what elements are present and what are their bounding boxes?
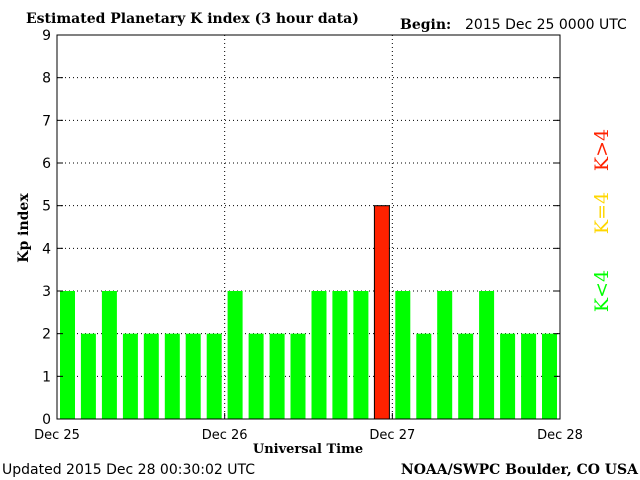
y-tick-label: 6 — [42, 156, 51, 172]
x-axis-title: Universal Time — [253, 442, 363, 457]
updated-text: Updated 2015 Dec 28 00:30:02 UTC — [2, 462, 255, 478]
x-tick-label: Dec 27 — [369, 428, 415, 443]
x-tick-label: Dec 28 — [537, 428, 583, 443]
y-tick-label: 3 — [42, 284, 51, 300]
kp-bar — [416, 333, 432, 419]
y-tick-label: 0 — [42, 412, 51, 428]
y-tick-label: 5 — [42, 199, 51, 215]
chart-title: Estimated Planetary K index (3 hour data… — [26, 11, 359, 27]
kp-bar — [395, 291, 411, 419]
kp-bar — [80, 333, 96, 419]
y-tick-label: 9 — [42, 28, 51, 44]
kp-bar — [500, 333, 516, 419]
kp-bar — [542, 333, 557, 419]
begin-value: 2015 Dec 25 0000 UTC — [465, 17, 627, 33]
kp-bar — [248, 333, 264, 419]
kp-bar — [290, 333, 306, 419]
kp-bar — [101, 291, 117, 419]
kp-bar — [458, 333, 474, 419]
x-tick-label: Dec 25 — [34, 428, 80, 443]
kp-bar — [437, 291, 453, 419]
kp-bar — [521, 333, 537, 419]
begin-label: Begin: — [400, 17, 451, 33]
y-tick-label: 7 — [42, 113, 51, 129]
y-tick-label: 4 — [42, 241, 51, 257]
y-tick-label: 8 — [42, 71, 51, 87]
kp-bar — [374, 205, 390, 419]
kp-bar — [311, 291, 327, 419]
y-tick-label: 1 — [42, 369, 51, 385]
kp-bar — [122, 333, 138, 419]
legend-entry: K<4 — [591, 270, 613, 312]
kp-bar — [269, 333, 285, 419]
kp-bar — [143, 333, 159, 419]
kp-bar — [353, 291, 369, 419]
kp-bar — [227, 291, 243, 419]
kp-bar — [332, 291, 348, 419]
kp-bar — [60, 291, 75, 419]
x-tick-label: Dec 26 — [202, 428, 248, 443]
y-tick-label: 2 — [42, 327, 51, 343]
kp-bar — [185, 333, 201, 419]
plot-area: 0 1 2 3 4 5 6 7 8 9 Dec 25 Dec 26 Dec 27 Dec 28 — [34, 28, 583, 443]
plot-frame — [56, 34, 561, 420]
kp-bar — [206, 333, 222, 419]
legend-entry: K=4 — [591, 192, 613, 234]
legend: K<4 K=4 K>4 — [591, 129, 613, 312]
credit-text: NOAA/SWPC Boulder, CO USA — [401, 462, 639, 478]
kp-bar — [479, 291, 495, 419]
legend-entry: K>4 — [591, 129, 613, 171]
y-axis-title: Kp index — [16, 193, 32, 263]
kp-bar — [164, 333, 180, 419]
